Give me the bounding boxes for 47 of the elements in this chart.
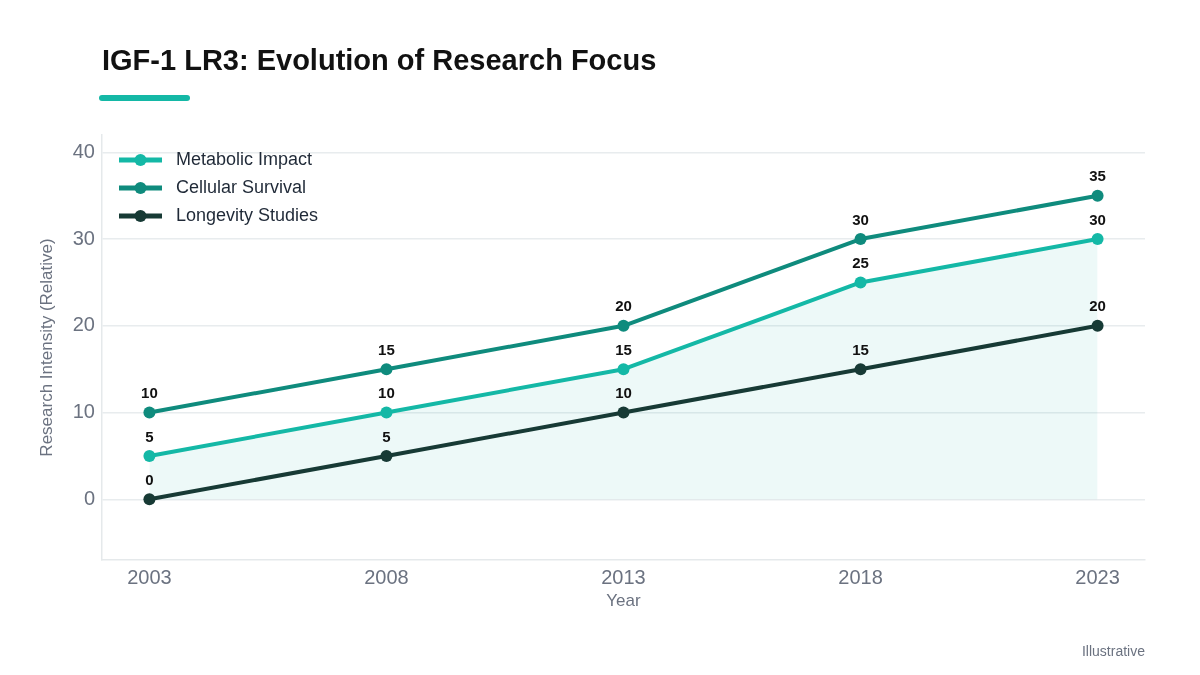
data-label: 15 (852, 340, 869, 358)
x-tick-label: 2023 (1075, 565, 1120, 588)
data-label: 5 (382, 427, 391, 445)
point (1091, 233, 1104, 246)
point (854, 233, 867, 246)
data-label: 10 (378, 384, 395, 402)
data-label: 15 (378, 340, 395, 358)
chart-title: IGF-1 LR3: Evolution of Research Focus (102, 43, 657, 78)
point (380, 449, 393, 462)
point (854, 276, 867, 289)
data-label: 20 (1089, 297, 1106, 315)
point (617, 363, 630, 376)
legend-label: Metabolic Impact (176, 148, 313, 169)
y-tick-label: 10 (72, 400, 95, 423)
data-label: 15 (615, 340, 632, 358)
point (143, 406, 156, 419)
point (617, 406, 630, 419)
x-axis-title: Year (606, 591, 642, 611)
y-tick-label: 40 (72, 139, 95, 162)
text: Illustrative (1081, 643, 1145, 659)
legend-label: Cellular Survival (176, 176, 307, 197)
point (854, 363, 867, 376)
point (143, 493, 156, 506)
data-label: 30 (1089, 210, 1106, 228)
point (1091, 319, 1104, 332)
data-label: 30 (852, 210, 869, 228)
point (380, 363, 393, 376)
y-tick-label: 30 (72, 226, 95, 249)
x-tick-label: 2003 (127, 565, 172, 588)
point (380, 406, 393, 419)
point (617, 319, 630, 332)
y-tick-label: 0 (83, 486, 95, 509)
data-label: 10 (141, 384, 158, 402)
point (1091, 189, 1104, 202)
x-tick-label: 2018 (838, 565, 883, 588)
legend-label: Longevity Studies (176, 204, 319, 225)
x-tick-label: 2013 (601, 565, 646, 588)
y-tick-label: 20 (72, 313, 95, 336)
data-label: 35 (1089, 167, 1106, 185)
x-tick-label: 2008 (364, 565, 409, 588)
data-label: 20 (615, 297, 632, 315)
data-label: 10 (615, 384, 632, 402)
data-label: 25 (852, 254, 869, 272)
y-axis-title: Research Intensity (Relative) (36, 238, 56, 457)
data-label: 5 (145, 427, 154, 445)
point (143, 449, 156, 462)
data-label: 0 (145, 470, 154, 488)
